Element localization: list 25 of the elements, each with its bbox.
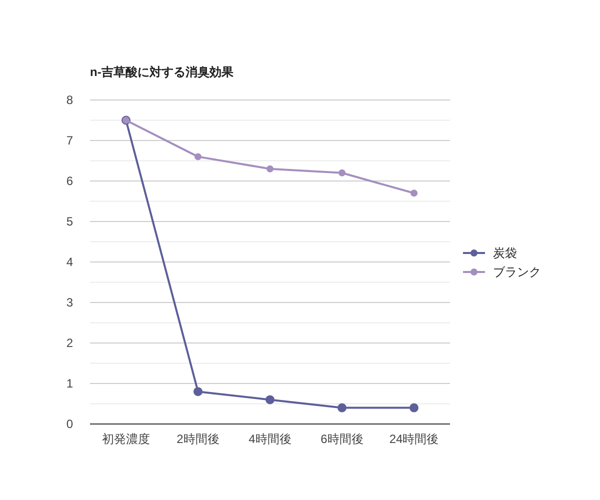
legend-label: ブランク (493, 265, 541, 279)
x-tick-label: 2時間後 (176, 432, 220, 446)
point (266, 165, 274, 172)
point (266, 395, 274, 404)
point (194, 153, 202, 160)
chart-title: n-吉草酸に対する消臭効果 (90, 65, 234, 79)
point (338, 403, 346, 412)
y-tick-label: 4 (66, 255, 74, 269)
y-tick-label: 1 (66, 376, 74, 390)
x-tick-label: 24時間後 (389, 432, 439, 446)
y-tick-label: 5 (66, 214, 74, 228)
y-tick-label: 6 (66, 174, 74, 188)
y-tick-label: 3 (66, 296, 74, 310)
legend-label: 炭袋 (493, 246, 517, 260)
y-tick-label: 8 (66, 93, 74, 107)
y-tick-label: 7 (66, 134, 74, 148)
x-tick-label: 4時間後 (248, 432, 292, 446)
point (410, 403, 418, 412)
point (338, 169, 346, 176)
x-tick-label: 6時間後 (320, 432, 364, 446)
point (194, 387, 202, 396)
x-tick-label: 初発濃度 (102, 432, 150, 446)
y-tick-label: 0 (66, 417, 74, 431)
y-tick-label: 2 (66, 336, 74, 350)
point (410, 190, 418, 197)
